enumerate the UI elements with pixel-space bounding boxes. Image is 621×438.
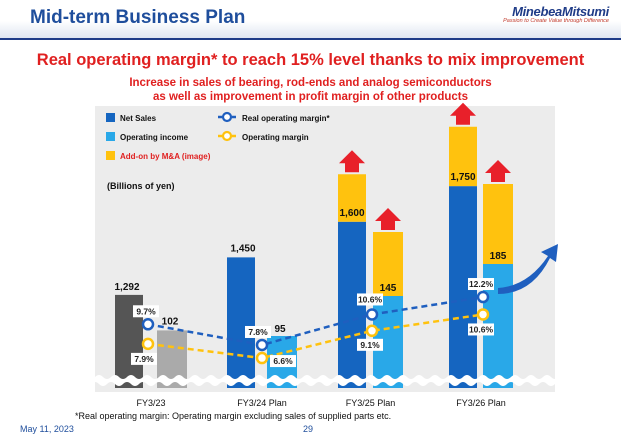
real-operating-margin-point bbox=[141, 318, 155, 331]
legend-label: Operating income bbox=[120, 133, 189, 142]
real-operating-margin-point bbox=[365, 308, 379, 321]
growth-arrow bbox=[450, 102, 476, 125]
real-operating-margin-point bbox=[255, 338, 269, 352]
net-sales-bar bbox=[227, 257, 255, 388]
legend-label: Add-on by M&A (image) bbox=[120, 152, 211, 161]
category-label: FY3/24 Plan bbox=[237, 398, 287, 408]
operating-margin-line bbox=[147, 313, 484, 360]
real-operating-margin-label-bg bbox=[468, 278, 494, 291]
real-operating-margin-label: 12.2% bbox=[469, 279, 494, 289]
operating-margin-label-bg bbox=[270, 355, 296, 368]
operating-margin-point bbox=[141, 337, 155, 351]
net-sales-label: 1,292 bbox=[114, 282, 139, 293]
logo-tagline: Passion to Create Value through Differen… bbox=[503, 18, 609, 24]
logo-name: MinebeaMitsumi bbox=[512, 4, 609, 19]
unit-label: (Billions of yen) bbox=[107, 181, 175, 191]
growth-arrow bbox=[375, 208, 401, 230]
real-operating-margin-label-bg bbox=[357, 293, 383, 306]
operating-income-label: 95 bbox=[274, 324, 286, 335]
operating-margin-label: 10.6% bbox=[469, 324, 494, 334]
net-sales-label: 1,750 bbox=[450, 172, 475, 183]
trend-arrow bbox=[498, 244, 558, 294]
real-operating-margin-label-bg bbox=[133, 305, 159, 318]
legend-marker bbox=[221, 130, 233, 142]
legend-label: Net Sales bbox=[120, 114, 157, 123]
legend-swatch bbox=[106, 132, 115, 141]
real-operating-margin-point bbox=[476, 290, 490, 304]
real-operating-margin-label: 9.7% bbox=[136, 306, 156, 316]
real-operating-margin-label-bg bbox=[245, 325, 271, 338]
operating-margin-label-bg bbox=[468, 323, 494, 336]
legend-marker bbox=[221, 111, 233, 123]
operating-margin-label: 7.9% bbox=[134, 354, 154, 364]
operating-margin-point bbox=[365, 324, 379, 338]
legend-swatch bbox=[106, 113, 115, 122]
operating-margin-point bbox=[476, 308, 490, 321]
category-label: FY3/26 Plan bbox=[456, 398, 506, 408]
net-sales-label: 1,450 bbox=[230, 243, 255, 254]
operating-margin-label: 6.6% bbox=[273, 356, 293, 366]
ma-addon-net-sales bbox=[449, 126, 477, 187]
axis-break bbox=[91, 375, 559, 386]
growth-arrow bbox=[339, 150, 365, 173]
operating-income-label: 102 bbox=[162, 316, 179, 327]
ma-addon-operating-income bbox=[373, 232, 403, 296]
real-operating-margin-line bbox=[147, 295, 484, 347]
operating-margin-label: 9.1% bbox=[360, 340, 380, 350]
operating-income-label: 145 bbox=[380, 283, 397, 294]
net-sales-label: 1,600 bbox=[339, 208, 364, 219]
operating-income-label: 185 bbox=[490, 251, 507, 262]
real-operating-margin-label: 7.8% bbox=[248, 327, 268, 337]
category-label: FY3/23 bbox=[136, 398, 165, 408]
slide-title: Mid-term Business Plan bbox=[30, 7, 246, 28]
slide-header: Mid-term Business Plan MinebeaMitsumi Pa… bbox=[0, 0, 621, 40]
real-operating-margin-label: 10.6% bbox=[358, 294, 383, 304]
headline: Real operating margin* to reach 15% leve… bbox=[36, 51, 585, 69]
legend-label: Operating margin bbox=[242, 133, 309, 142]
operating-margin-label-bg bbox=[357, 338, 383, 351]
category-label: FY3/25 Plan bbox=[346, 398, 396, 408]
operating-margin-label-bg bbox=[131, 352, 157, 365]
slide-date: May 11, 2023 bbox=[20, 424, 74, 434]
company-logo: MinebeaMitsumi Passion to Create Value t… bbox=[503, 4, 609, 24]
legend-label: Real operating margin* bbox=[242, 114, 330, 123]
ma-addon-operating-income bbox=[483, 184, 513, 264]
subheadline-1: Increase in sales of bearing, rod-ends a… bbox=[129, 77, 492, 89]
operating-margin-point bbox=[255, 351, 269, 365]
legend-swatch bbox=[106, 151, 115, 160]
ma-addon-net-sales bbox=[338, 174, 366, 222]
page-number: 29 bbox=[303, 424, 314, 434]
subheadline-2: as well as improvement in profit margin … bbox=[152, 91, 469, 103]
footnote: *Real operating margin: Operating margin… bbox=[75, 411, 392, 421]
growth-arrow bbox=[485, 160, 511, 182]
